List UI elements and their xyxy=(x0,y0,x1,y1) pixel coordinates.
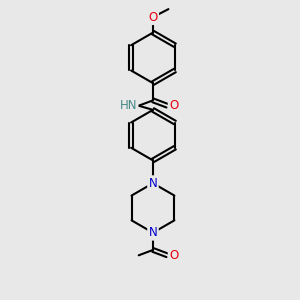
Text: O: O xyxy=(169,249,178,262)
Text: O: O xyxy=(169,99,178,112)
Text: N: N xyxy=(148,177,157,190)
Text: O: O xyxy=(148,11,158,24)
Text: HN: HN xyxy=(120,99,137,112)
Text: N: N xyxy=(148,226,157,239)
